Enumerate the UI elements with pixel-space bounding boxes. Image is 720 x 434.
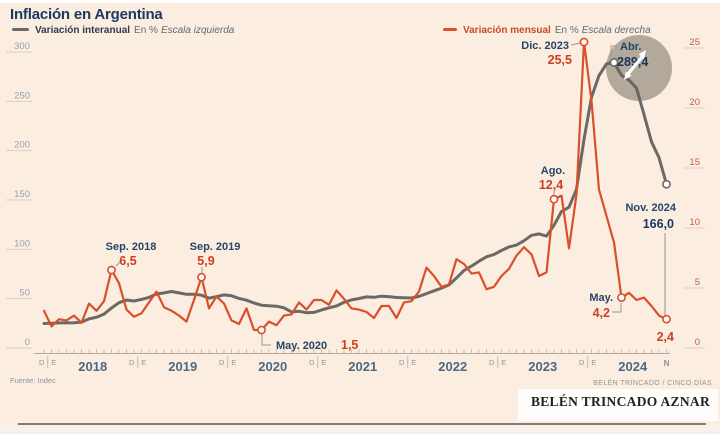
legend-mensual-label: Variación mensual — [463, 25, 551, 36]
x-axis: D E 2018 D E 2019 D E 2020 D E 2021 D E 2022 D E 2023 D E 20… — [34, 349, 670, 374]
value-may-2020: 1,5 — [341, 338, 358, 352]
marker-may-2020 — [257, 325, 266, 335]
svg-text:E: E — [231, 358, 236, 367]
interanual-line-swatch-icon — [12, 28, 29, 31]
y-axis-right: 0 5 10 15 20 25 — [684, 37, 705, 349]
marker-ago-2023 — [549, 194, 559, 204]
svg-text:N: N — [664, 359, 670, 368]
marker-nov-2024-interanual — [662, 179, 671, 189]
svg-text:D: D — [309, 358, 315, 367]
page-title: Inflación en Argentina — [10, 6, 163, 23]
label-nov-2024-interanual: Nov. 2024 — [625, 202, 676, 214]
legend-mensual-scale: Escala derecha — [581, 25, 651, 36]
svg-text:300: 300 — [14, 41, 30, 52]
value-dic-2023: 25,5 — [548, 53, 572, 67]
svg-text:2019: 2019 — [168, 359, 197, 374]
svg-text:2022: 2022 — [438, 359, 467, 374]
label-may-2024: May. — [589, 292, 613, 304]
svg-text:150: 150 — [14, 189, 30, 200]
value-ago-2023: 12,4 — [539, 178, 563, 192]
svg-text:2024: 2024 — [618, 359, 648, 374]
bottom-margin — [0, 425, 720, 434]
line-interanual — [42, 61, 668, 325]
legend-interanual-label: Variación interanual — [35, 25, 131, 36]
cursor-halo — [606, 35, 672, 101]
svg-text:25: 25 — [689, 37, 700, 48]
value-nov-2024-mensual: 2,4 — [657, 330, 674, 344]
series-lines — [42, 40, 668, 332]
svg-text:250: 250 — [14, 90, 30, 101]
mensual-line-swatch-icon — [443, 28, 457, 31]
label-dic-2023: Dic. 2023 — [521, 40, 569, 52]
svg-text:50: 50 — [19, 288, 30, 299]
author-credit: BELÉN TRINCADO AZNAR — [530, 394, 710, 409]
svg-text:200: 200 — [14, 140, 30, 151]
label-abr-2024: Abr. — [620, 41, 641, 53]
source-note: Fuente: Indec — [10, 376, 56, 385]
svg-text:100: 100 — [14, 238, 30, 249]
value-nov-2024-interanual: 166,0 — [643, 217, 674, 231]
svg-text:15: 15 — [689, 157, 700, 168]
svg-text:E: E — [141, 358, 146, 367]
svg-text:E: E — [321, 358, 326, 367]
svg-text:E: E — [501, 358, 506, 367]
svg-text:D: D — [219, 358, 225, 367]
y-axis-left: 0 50 100 150 200 250 300 — [6, 41, 32, 349]
value-sep-2019: 5,9 — [197, 254, 214, 268]
legend-interanual-unit: En % — [134, 25, 158, 36]
resize-cursor-icon — [624, 50, 646, 80]
credit-byline: BELÉN TRINCADO / CINCO DÍAS — [593, 380, 712, 387]
svg-text:10: 10 — [689, 217, 700, 228]
svg-text:D: D — [579, 358, 585, 367]
label-sep-2019: Sep. 2019 — [190, 241, 241, 253]
marker-nov-2024-mensual — [662, 314, 671, 324]
marker-may-2024 — [617, 293, 626, 302]
svg-text:20: 20 — [689, 97, 700, 108]
label-ago-2023: Ago. — [541, 165, 565, 177]
svg-text:D: D — [399, 358, 405, 367]
svg-text:E: E — [591, 358, 596, 367]
bottom-divider — [18, 423, 706, 425]
marker-abr-2024 — [609, 58, 619, 67]
top-margin — [0, 0, 720, 3]
legend-mensual: Variación mensual En % Escala derecha — [443, 25, 651, 36]
svg-text:2018: 2018 — [78, 359, 107, 374]
label-may-2020: May. 2020 — [276, 340, 327, 352]
svg-text:E: E — [411, 358, 416, 367]
svg-text:D: D — [39, 358, 45, 367]
legend-interanual-scale: Escala izquierda — [160, 25, 235, 36]
legend-mensual-unit: En % — [554, 25, 579, 36]
svg-text:E: E — [51, 358, 56, 367]
value-sep-2018: 6,5 — [119, 254, 136, 268]
svg-text:2020: 2020 — [258, 359, 287, 374]
line-mensual — [42, 40, 668, 332]
svg-text:D: D — [489, 358, 495, 367]
svg-text:0: 0 — [695, 337, 700, 348]
credit-background — [518, 389, 718, 421]
svg-text:5: 5 — [695, 277, 700, 288]
legend-interanual: Variación interanual En % Escala izquierda — [12, 25, 234, 36]
svg-text:D: D — [129, 358, 135, 367]
label-sep-2018: Sep. 2018 — [106, 241, 157, 253]
marker-sep-2019 — [197, 272, 206, 282]
svg-text:2023: 2023 — [528, 359, 557, 374]
value-may-2024: 4,2 — [593, 306, 610, 320]
svg-text:2021: 2021 — [348, 359, 377, 374]
marker-sep-2018 — [107, 265, 116, 275]
svg-text:0: 0 — [25, 337, 30, 348]
marker-dic-2023 — [579, 37, 589, 47]
